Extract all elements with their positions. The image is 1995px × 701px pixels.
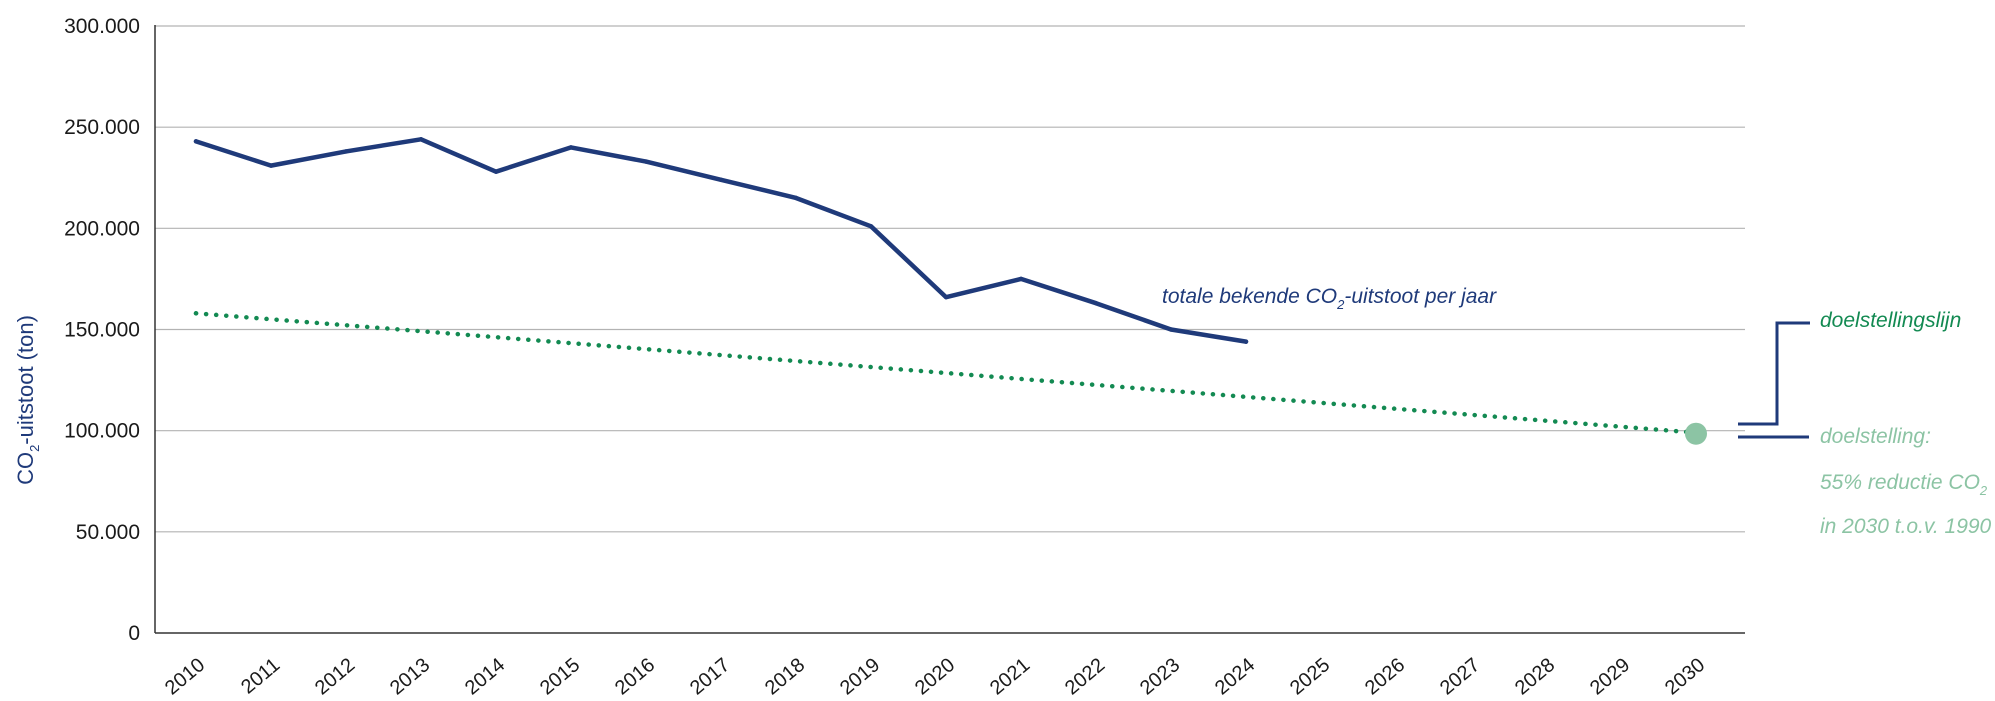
- x-tick-label: 2027: [1436, 654, 1484, 699]
- actual-emissions-points: [193, 137, 1249, 344]
- data-point: [493, 169, 499, 174]
- x-tick-label: 2016: [611, 654, 659, 699]
- x-tick-label: 2029: [1586, 654, 1634, 699]
- data-point: [343, 149, 349, 154]
- series-label-actual: totale bekende CO2-uitstoot per jaar: [1162, 285, 1497, 312]
- data-point: [193, 311, 199, 316]
- y-tick-label: 150.000: [64, 319, 140, 342]
- x-tick-label: 2015: [536, 654, 584, 699]
- x-tick-labels: 2010 2011 2012 2013 2014 2015 2016 2017 2018 2019…: [161, 654, 1709, 699]
- y-tick-label: 0: [128, 622, 140, 645]
- x-tick-label: 2028: [1511, 654, 1559, 699]
- data-point: [568, 145, 574, 150]
- data-point: [1168, 327, 1174, 332]
- x-tick-label: 2014: [461, 654, 509, 699]
- y-tick-label: 100.000: [64, 420, 140, 443]
- legend-label-target-3: in 2030 t.o.v. 1990: [1820, 515, 1992, 538]
- x-tick-label: 2021: [986, 654, 1034, 699]
- x-tick-label: 2024: [1211, 654, 1259, 699]
- x-tick-label: 2010: [161, 654, 209, 699]
- legend-bracket-target-line: [1738, 321, 1810, 426]
- x-tick-label: 2011: [237, 654, 284, 699]
- x-tick-label: 2013: [386, 654, 434, 699]
- x-tick-label: 2023: [1136, 654, 1184, 699]
- data-point: [793, 195, 799, 201]
- data-point: [943, 294, 949, 300]
- y-tick-label: 50.000: [76, 521, 140, 544]
- legend-label-target-line: doelstellingslijn: [1820, 309, 1961, 332]
- x-tick-label: 2030: [1661, 654, 1709, 699]
- legend-label-target-2: 55% reductie CO2: [1820, 471, 1988, 498]
- y-tick-label: 200.000: [64, 217, 140, 240]
- legend-label-target-1: doelstelling:: [1820, 425, 1931, 448]
- data-point: [643, 159, 649, 164]
- data-point: [1243, 339, 1249, 344]
- data-point: [1018, 276, 1024, 282]
- data-point: [718, 177, 724, 182]
- target-point: [1685, 422, 1707, 445]
- x-tick-label: 2019: [836, 654, 884, 699]
- x-tick-label: 2026: [1361, 654, 1409, 699]
- x-tick-label: 2012: [311, 654, 359, 699]
- actual-emissions-series: [193, 137, 1249, 344]
- target-line-series: [193, 311, 1699, 435]
- y-tick-labels: 0 50.000 100.000 150.000 200.000 250.000 300.0…: [64, 15, 140, 645]
- x-tick-label: 2018: [761, 654, 809, 699]
- y-axis-label: CO2-uitstoot (ton): [13, 315, 42, 485]
- y-tick-label: 250.000: [64, 116, 140, 139]
- y-tick-label: 300.000: [64, 15, 140, 38]
- axes: [154, 25, 1745, 634]
- x-tick-label: 2020: [911, 654, 959, 699]
- data-point: [868, 224, 874, 229]
- x-tick-label: 2025: [1286, 654, 1334, 699]
- data-point: [193, 139, 199, 144]
- data-point: [418, 137, 424, 142]
- data-point: [1093, 300, 1099, 306]
- x-tick-label: 2017: [686, 654, 734, 699]
- gridlines: [155, 25, 1745, 533]
- x-tick-label: 2022: [1061, 654, 1109, 699]
- data-point: [268, 163, 274, 168]
